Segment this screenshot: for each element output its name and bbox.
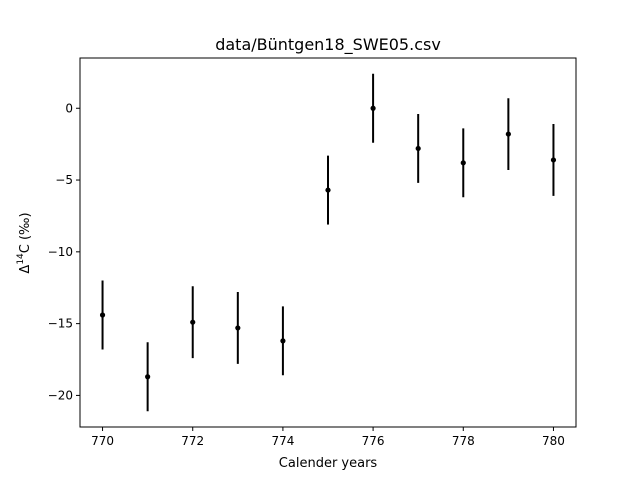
data-point-772 <box>190 319 196 325</box>
y-axis: 0 −5 −10 −15 −20 <box>48 101 80 402</box>
data-point-775 <box>325 187 331 193</box>
y-axis-label-rest: C (‰) <box>18 212 33 253</box>
data-point-773 <box>235 325 241 331</box>
x-tick-label-774: 774 <box>271 434 294 448</box>
y-axis-label: Δ14C (‰) <box>16 212 33 273</box>
data-point-779 <box>505 131 511 137</box>
x-axis-label: Calender years <box>279 456 378 471</box>
x-tick-label-776: 776 <box>362 434 385 448</box>
data-point-777 <box>415 145 421 152</box>
x-tick-label-770: 770 <box>91 434 114 448</box>
x-axis: 770 772 774 776 778 780 <box>91 427 565 448</box>
data-point-770 <box>99 312 106 318</box>
plot-frame <box>79 57 577 428</box>
data-point-771 <box>145 374 151 380</box>
y-tick-label-4: −20 <box>48 388 73 402</box>
x-tick-label-772: 772 <box>181 434 204 448</box>
x-tick-label-780: 780 <box>542 434 565 448</box>
chart-title: data/Büntgen18_SWE05.csv <box>215 35 441 55</box>
data-point-776 <box>370 105 376 111</box>
point-layer <box>99 105 557 380</box>
data-point-778 <box>460 160 466 166</box>
y-tick-label-2: −10 <box>48 245 73 259</box>
data-point-780 <box>550 157 557 163</box>
y-tick-label-3: −15 <box>48 317 73 331</box>
y-axis-label-superscript: 14 <box>16 253 26 265</box>
y-tick-label-0: 0 <box>65 101 73 115</box>
data-point-774 <box>280 338 286 344</box>
x-tick-label-778: 778 <box>452 434 475 448</box>
y-tick-label-1: −5 <box>55 173 73 187</box>
y-axis-label-delta: Δ <box>18 265 33 274</box>
